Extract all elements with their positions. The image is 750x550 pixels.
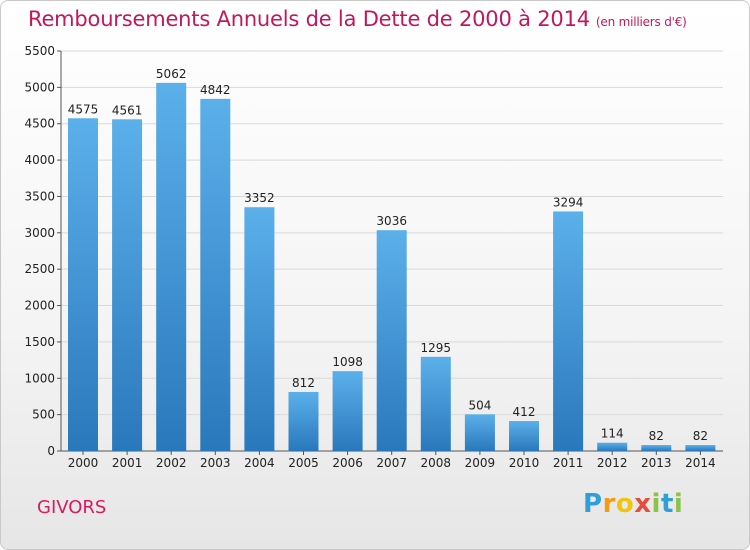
y-tick-label: 1000 <box>24 371 55 385</box>
y-tick-label: 500 <box>32 408 55 422</box>
data-label-2010: 412 <box>513 405 536 419</box>
x-tick-label-2012: 2012 <box>597 456 628 470</box>
x-tick-label-2011: 2011 <box>553 456 584 470</box>
y-tick-label: 1500 <box>24 335 55 349</box>
logo-letter: o <box>615 489 635 519</box>
commune-name: GIVORS <box>37 497 107 518</box>
bar-2008 <box>420 356 451 451</box>
bar-2002 <box>156 82 187 451</box>
x-tick-label-2001: 2001 <box>112 456 143 470</box>
y-tick-label: 2500 <box>24 262 55 276</box>
data-label-2000: 4575 <box>68 102 99 116</box>
data-label-2003: 4842 <box>200 83 231 97</box>
data-label-2001: 4561 <box>112 103 143 117</box>
bar-2005 <box>288 391 319 451</box>
data-label-2004: 3352 <box>244 191 275 205</box>
bar-2003 <box>200 98 231 451</box>
x-tick-label-2002: 2002 <box>156 456 187 470</box>
data-label-2007: 3036 <box>376 214 407 228</box>
logo-letter: i <box>651 489 661 519</box>
x-tick-label-2013: 2013 <box>641 456 672 470</box>
y-tick-label: 4500 <box>24 117 55 131</box>
y-tick-label: 3000 <box>24 226 55 240</box>
data-label-2014: 82 <box>693 429 708 443</box>
x-tick-label-2007: 2007 <box>376 456 407 470</box>
y-tick-label: 5500 <box>24 44 55 58</box>
y-tick-label: 3500 <box>24 189 55 203</box>
x-tick-label-2009: 2009 <box>465 456 496 470</box>
x-tick-label-2005: 2005 <box>288 456 319 470</box>
data-label-2006: 1098 <box>332 355 363 369</box>
data-label-2013: 82 <box>649 429 664 443</box>
data-label-2012: 114 <box>601 427 624 441</box>
bar-2004 <box>244 207 275 451</box>
data-labels: 4575 4561 5062 4842 3352 812 1098 3036 1295 504 41… <box>68 67 708 443</box>
bar-2012 <box>597 442 628 451</box>
bars <box>68 82 716 452</box>
chart-title: Remboursements Annuels de la Dette de 20… <box>28 7 687 31</box>
x-tick-label-2008: 2008 <box>421 456 452 470</box>
x-tick-label-2004: 2004 <box>244 456 275 470</box>
logo-letter: i <box>673 489 684 519</box>
x-tick-label-2003: 2003 <box>200 456 231 470</box>
logo-letter: t <box>660 489 674 519</box>
chart-subtitle: (en milliers d'€) <box>595 15 687 29</box>
x-tick-label-2000: 2000 <box>68 456 99 470</box>
bar-2014 <box>685 445 716 451</box>
y-tick-labels: 0 500 1000 1500 2000 2500 3000 3500 4000 4500 5000… <box>24 44 55 458</box>
logo-letter: P <box>583 489 603 519</box>
bar-2001 <box>112 119 143 452</box>
data-label-2009: 504 <box>468 398 491 412</box>
bar-2000 <box>68 118 98 451</box>
logo-letter: r <box>602 489 616 519</box>
bar-2006 <box>332 371 363 451</box>
y-tick-label: 4000 <box>24 153 55 167</box>
bar-2011 <box>553 211 584 451</box>
data-label-2011: 3294 <box>553 195 584 209</box>
data-label-2005: 812 <box>292 376 315 390</box>
y-tick-label: 2000 <box>24 299 55 313</box>
bar-2007 <box>376 230 407 451</box>
y-tick-label: 0 <box>47 444 55 458</box>
x-tick-label-2010: 2010 <box>509 456 540 470</box>
data-label-2002: 5062 <box>156 67 187 81</box>
logo-letter: x <box>634 489 652 519</box>
chart-title-text: Remboursements Annuels de la Dette de 20… <box>28 7 590 31</box>
y-tick-label: 5000 <box>24 80 55 94</box>
x-tick-labels: 2000 2001 2002 2003 2004 2005 2006 2007 2008 2009… <box>68 456 716 470</box>
bar-2009 <box>464 414 495 451</box>
x-tick-label-2006: 2006 <box>332 456 363 470</box>
proxiti-logo: Proxiti <box>583 489 683 519</box>
bar-2013 <box>641 445 672 451</box>
bar-2010 <box>509 421 539 451</box>
x-tick-label-2014: 2014 <box>685 456 716 470</box>
data-label-2008: 1295 <box>421 341 452 355</box>
